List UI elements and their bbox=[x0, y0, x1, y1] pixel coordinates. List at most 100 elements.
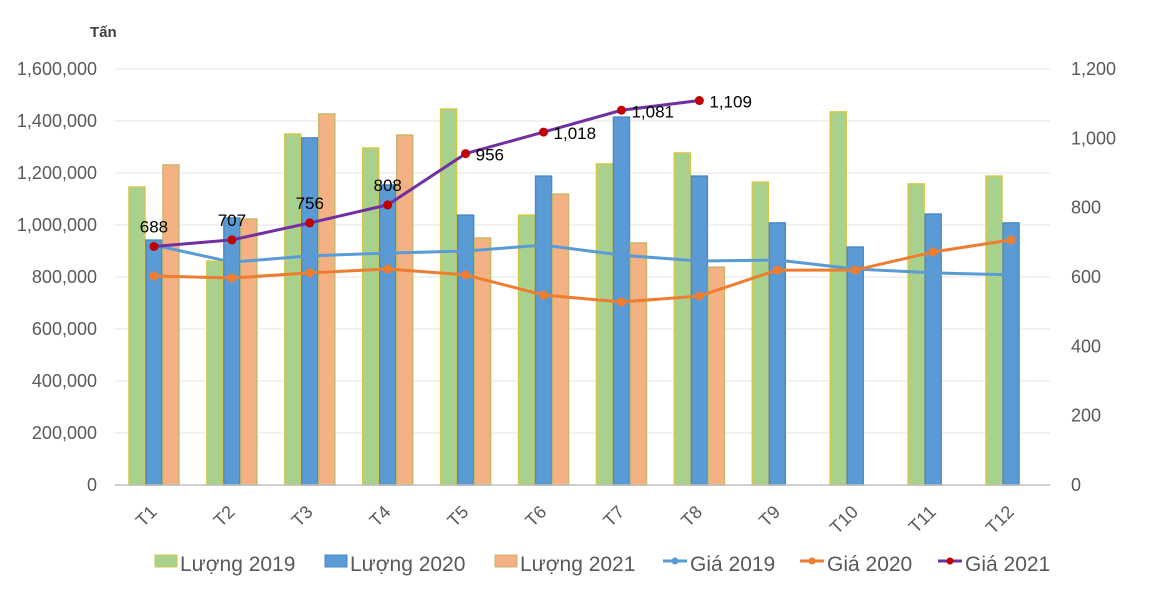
y-tick-label: 1,000,000 bbox=[17, 215, 97, 235]
point-giá-2021 bbox=[539, 127, 549, 137]
y-axis-unit-label: Tấn bbox=[90, 24, 117, 41]
point-giá-2021 bbox=[227, 235, 237, 245]
legend-label: Lượng 2019 bbox=[180, 553, 295, 576]
x-tick-label: T4 bbox=[366, 502, 395, 531]
legend-label: Lượng 2020 bbox=[350, 553, 465, 576]
x-axis-ticks: T1 T2 T3 T4 T5 T6 T7 T8 T9 T10 T11 T12 bbox=[132, 502, 1018, 538]
bar-lượng-2019 bbox=[361, 147, 380, 486]
data-labels: 688 707 756 808 956 1,018 1,081 1,109 bbox=[140, 93, 752, 237]
x-tick-label: T12 bbox=[982, 502, 1018, 538]
bar-lượng-2019 bbox=[907, 183, 925, 486]
gridlines bbox=[115, 68, 1050, 434]
bar-lượng-2019 bbox=[751, 181, 770, 486]
line-giá-2020 bbox=[153, 238, 1012, 304]
legend-swatch-lượng-2021 bbox=[494, 554, 518, 568]
x-tick-label: T9 bbox=[755, 502, 784, 531]
y-tick-label: 1,400,000 bbox=[17, 111, 97, 131]
bar-lượng-2020 bbox=[534, 175, 553, 486]
y-tick-label: 0 bbox=[87, 475, 97, 495]
y-tick-label: 600,000 bbox=[32, 319, 97, 339]
bar-lượng-2019 bbox=[595, 163, 614, 486]
point-giá-2020 bbox=[850, 265, 860, 275]
legend-label: Giá 2020 bbox=[827, 553, 912, 576]
bar-lượng-2019 bbox=[673, 152, 692, 486]
bar-lượng-2019 bbox=[985, 175, 1003, 486]
bar-lượng-2020 bbox=[456, 214, 475, 486]
bar-lượng-2020 bbox=[301, 137, 319, 486]
bar-lượng-2020 bbox=[846, 246, 864, 486]
point-giá-2021 bbox=[616, 105, 626, 115]
point-giá-2021 bbox=[383, 200, 393, 210]
x-tick-label: T11 bbox=[905, 502, 940, 537]
point-giá-2021 bbox=[305, 218, 315, 228]
left-axis-ticks: 0 200,000 400,000 600,000 800,000 1,000,000 1,… bbox=[17, 59, 97, 495]
point-giá-2020 bbox=[227, 273, 237, 283]
y2-tick-label: 1,200 bbox=[1071, 59, 1116, 79]
legend-swatch-lượng-2019 bbox=[154, 554, 178, 568]
right-axis-ticks: 0 200 400 600 800 1,000 1,200 bbox=[1071, 59, 1116, 495]
bar-lượng-2019 bbox=[206, 260, 224, 486]
bar-lượng-2019 bbox=[517, 214, 536, 486]
legend-marker bbox=[808, 557, 816, 565]
y-tick-label: 1,200,000 bbox=[17, 163, 97, 183]
bar-lượng-2020 bbox=[378, 184, 397, 486]
data-label-gia-2021: 1,018 bbox=[554, 124, 597, 143]
legend-marker bbox=[946, 557, 954, 565]
point-giá-2021 bbox=[149, 241, 159, 251]
bar-lượng-2020 bbox=[1002, 222, 1020, 486]
point-giá-2020 bbox=[305, 268, 315, 278]
bar-lượng-2021 bbox=[162, 164, 180, 486]
point-giá-2020 bbox=[461, 270, 471, 280]
y2-tick-label: 800 bbox=[1071, 198, 1101, 218]
x-tick-label: T2 bbox=[210, 502, 239, 531]
data-label-gia-2021: 808 bbox=[374, 176, 402, 195]
bar-lượng-2021 bbox=[629, 242, 648, 486]
legend-label: Giá 2021 bbox=[965, 553, 1050, 576]
bar-lượng-2019 bbox=[829, 111, 847, 486]
y2-tick-label: 400 bbox=[1071, 336, 1101, 356]
point-giá-2020 bbox=[616, 297, 626, 307]
y-tick-label: 400,000 bbox=[32, 371, 97, 391]
legend-marker bbox=[671, 557, 679, 565]
legend-label: Giá 2019 bbox=[690, 553, 775, 576]
point-giá-2020 bbox=[149, 271, 159, 281]
data-label-gia-2021: 756 bbox=[296, 194, 324, 213]
x-tick-label: T5 bbox=[443, 502, 472, 531]
y2-tick-label: 600 bbox=[1071, 267, 1101, 287]
lines bbox=[149, 96, 1016, 307]
x-tick-label: T7 bbox=[599, 502, 628, 531]
bar-lượng-2021 bbox=[551, 193, 570, 486]
bar-lượng-2020 bbox=[690, 175, 709, 486]
bar-lượng-2020 bbox=[768, 222, 787, 486]
x-tick-label: T8 bbox=[677, 502, 706, 531]
data-label-gia-2021: 707 bbox=[218, 211, 246, 230]
bar-lượng-2020 bbox=[223, 217, 241, 486]
x-tick-label: T3 bbox=[288, 502, 317, 531]
point-giá-2021 bbox=[694, 96, 704, 106]
point-giá-2020 bbox=[539, 290, 549, 300]
data-label-gia-2021: 1,109 bbox=[709, 93, 752, 112]
bar-lượng-2021 bbox=[707, 266, 726, 486]
data-label-gia-2021: 1,081 bbox=[631, 102, 674, 121]
y2-tick-label: 1,000 bbox=[1071, 128, 1116, 148]
bar-lượng-2021 bbox=[318, 113, 336, 486]
point-giá-2021 bbox=[461, 149, 471, 159]
y2-tick-label: 0 bbox=[1071, 475, 1081, 495]
x-tick-label: T6 bbox=[521, 502, 550, 531]
line-giá-2019 bbox=[153, 243, 1012, 277]
y-tick-label: 800,000 bbox=[32, 267, 97, 287]
line-giá-2021 bbox=[153, 99, 700, 248]
point-giá-2020 bbox=[772, 265, 782, 275]
x-tick-label: T1 bbox=[132, 502, 161, 531]
point-giá-2020 bbox=[383, 264, 393, 274]
data-label-gia-2021: 956 bbox=[476, 146, 504, 165]
y-tick-label: 1,600,000 bbox=[17, 59, 97, 79]
y2-tick-label: 200 bbox=[1071, 406, 1101, 426]
point-giá-2020 bbox=[1006, 235, 1016, 245]
data-label-gia-2021: 688 bbox=[140, 217, 168, 236]
x-tick-label: T10 bbox=[826, 502, 862, 538]
y-tick-label: 200,000 bbox=[32, 423, 97, 443]
legend-label: Lượng 2021 bbox=[520, 553, 635, 576]
bar-lượng-2021 bbox=[473, 237, 492, 486]
